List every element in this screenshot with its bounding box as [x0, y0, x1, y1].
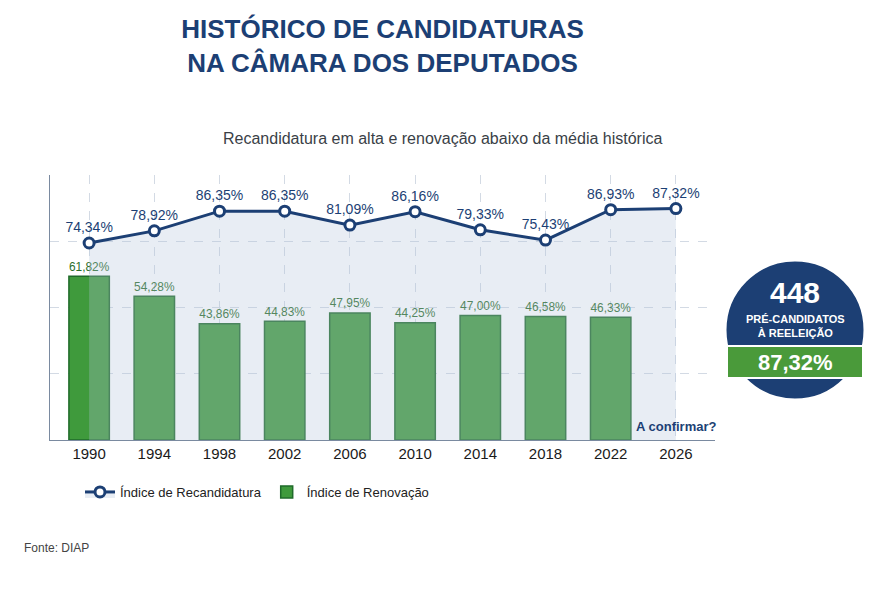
svg-text:Fonte: DIAP: Fonte: DIAP — [24, 541, 89, 555]
svg-text:86,93%: 86,93% — [587, 186, 634, 202]
svg-text:86,35%: 86,35% — [261, 187, 308, 203]
svg-text:Índice de Renovação: Índice de Renovação — [307, 485, 429, 500]
svg-text:1994: 1994 — [138, 445, 171, 462]
svg-text:44,25%: 44,25% — [395, 306, 436, 320]
svg-text:46,58%: 46,58% — [525, 300, 566, 314]
svg-text:2018: 2018 — [529, 445, 562, 462]
svg-text:2022: 2022 — [594, 445, 627, 462]
svg-text:81,09%: 81,09% — [326, 201, 373, 217]
svg-text:2014: 2014 — [464, 445, 497, 462]
svg-text:2026: 2026 — [659, 445, 692, 462]
svg-text:87,32%: 87,32% — [652, 185, 699, 201]
svg-text:86,16%: 86,16% — [391, 188, 438, 204]
svg-text:47,00%: 47,00% — [460, 299, 501, 313]
svg-text:A confirmar?: A confirmar? — [636, 419, 716, 434]
svg-text:87,32%: 87,32% — [758, 350, 833, 375]
svg-text:Índice de Recandidatura: Índice de Recandidatura — [120, 485, 262, 500]
svg-text:2002: 2002 — [268, 445, 301, 462]
svg-text:43,86%: 43,86% — [199, 307, 240, 321]
svg-text:Recandidatura em alta e renova: Recandidatura em alta e renovação abaixo… — [223, 130, 662, 147]
svg-text:74,34%: 74,34% — [65, 219, 112, 235]
svg-text:1998: 1998 — [203, 445, 236, 462]
svg-text:448: 448 — [770, 276, 820, 309]
svg-text:46,33%: 46,33% — [590, 301, 631, 315]
svg-text:86,35%: 86,35% — [196, 187, 243, 203]
svg-text:44,83%: 44,83% — [265, 305, 306, 319]
svg-text:2010: 2010 — [398, 445, 431, 462]
svg-text:1990: 1990 — [72, 445, 105, 462]
svg-text:HISTÓRICO DE CANDIDATURASNA CÂ: HISTÓRICO DE CANDIDATURASNA CÂMARA DOS D… — [181, 14, 584, 78]
svg-text:PRÉ-CANDIDATOSÀ REELEIÇÃO: PRÉ-CANDIDATOSÀ REELEIÇÃO — [746, 313, 845, 339]
svg-text:79,33%: 79,33% — [457, 206, 504, 222]
svg-text:61,82%: 61,82% — [69, 260, 110, 274]
svg-text:54,28%: 54,28% — [134, 280, 175, 294]
svg-text:47,95%: 47,95% — [330, 296, 371, 310]
svg-text:78,92%: 78,92% — [131, 207, 178, 223]
svg-text:2006: 2006 — [333, 445, 366, 462]
svg-text:75,43%: 75,43% — [522, 216, 569, 232]
